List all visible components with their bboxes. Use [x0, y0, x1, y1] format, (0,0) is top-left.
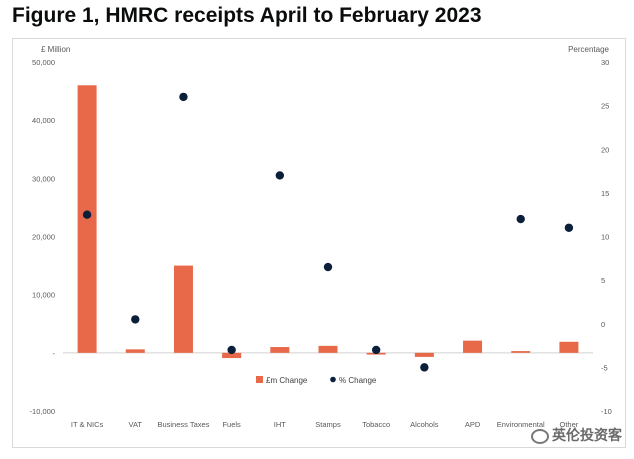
x-tick-labels: IT & NICs VAT Business Taxes Fuels IHT Stamps…	[71, 420, 579, 429]
point-0	[82, 210, 92, 219]
legend-label-bar: £m Change	[266, 376, 308, 385]
y-right-tick-label: 10	[601, 233, 609, 242]
x-tick-label: VAT	[129, 420, 143, 429]
x-tick-label: Stamps	[315, 420, 341, 429]
x-tick-label: Business Taxes	[157, 420, 209, 429]
point-4	[275, 171, 285, 180]
combo-chart: £ Million Percentage -10,000-10,00020,00…	[30, 45, 612, 429]
y-left-tick-label: 40,000	[32, 116, 55, 125]
x-tick-label: Fuels	[222, 420, 241, 429]
point-10	[564, 223, 574, 232]
watermark-text: 英伦投资客	[552, 428, 622, 444]
y-left-tick-label: 20,000	[32, 233, 55, 242]
x-tick-label: Other	[560, 420, 579, 429]
bar-series	[77, 85, 579, 359]
point-series	[82, 92, 574, 372]
y-right-axis-title: Percentage	[568, 45, 609, 54]
bar-8	[463, 340, 483, 353]
bar-7	[414, 352, 434, 357]
x-tick-label: IT & NICs	[71, 420, 104, 429]
wechat-icon	[531, 428, 549, 444]
point-2	[179, 92, 188, 102]
y-right-tick-label: -10	[601, 407, 612, 416]
legend: £m Change % Change	[256, 376, 377, 385]
bar-2	[173, 265, 193, 353]
x-tick-label: APD	[465, 420, 481, 429]
legend-swatch-bar	[256, 376, 263, 383]
point-6	[371, 345, 381, 355]
y-right-tick-label: 25	[601, 102, 609, 111]
y-right-tick-label: -5	[601, 363, 608, 372]
bar-0	[77, 85, 97, 353]
y-right-tick-label: 15	[601, 189, 609, 198]
y-right-tick-label: 30	[601, 58, 609, 67]
figure-title: Figure 1, HMRC receipts April to Februar…	[12, 4, 482, 27]
x-tick-label: IHT	[274, 420, 287, 429]
bar-10	[559, 341, 579, 353]
bar-1	[125, 349, 145, 353]
y-left-tick-label: -10,000	[30, 407, 55, 416]
point-1	[131, 315, 140, 324]
y-left-tick-label: -	[53, 349, 56, 358]
y-left-axis-title: £ Million	[41, 45, 70, 54]
y-right-ticks: -10 -5 0 5 10 15 20 25 30	[601, 58, 612, 416]
legend-swatch-point	[330, 376, 336, 383]
watermark: 英伦投资客	[531, 425, 622, 445]
y-right-tick-label: 20	[601, 145, 609, 154]
chart-frame: £ Million Percentage -10,000-10,000 20,00…	[12, 38, 626, 448]
y-left-tick-label: 30,000	[32, 174, 55, 183]
point-7	[420, 363, 429, 372]
y-right-tick-label: 0	[601, 320, 605, 329]
x-tick-label: Alcohols	[410, 420, 439, 429]
bar-4	[270, 347, 290, 353]
bar-5	[318, 345, 338, 353]
legend-label-point: % Change	[339, 376, 377, 385]
x-tick-label: Environmental	[497, 420, 545, 429]
bar-9	[511, 351, 531, 353]
point-9	[516, 214, 525, 224]
y-left-tick-label: 50,000	[32, 58, 55, 67]
x-tick-label: Tobacco	[362, 420, 390, 429]
point-3	[227, 345, 236, 355]
y-right-tick-label: 5	[601, 276, 605, 285]
point-5	[323, 262, 333, 272]
y-left-tick-label: 10,000	[32, 291, 55, 300]
bar-3	[222, 352, 242, 359]
